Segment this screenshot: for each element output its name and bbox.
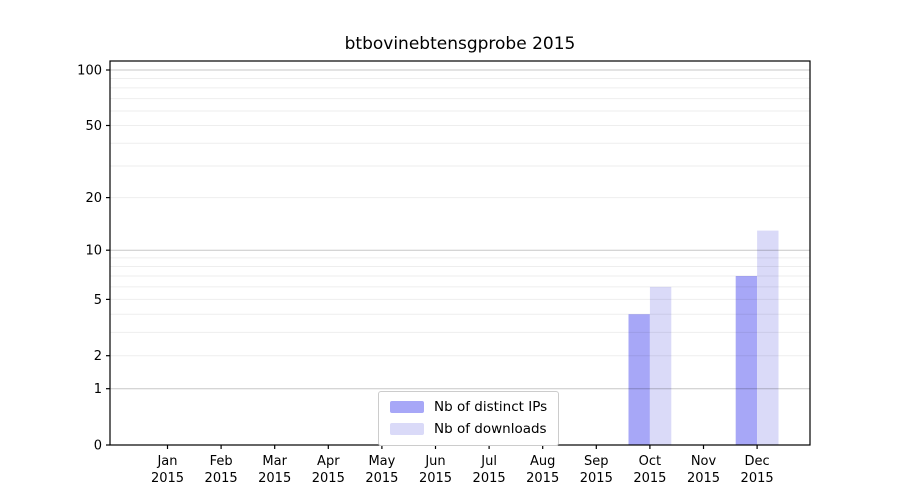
x-tick-label-month-may: May <box>368 454 395 469</box>
x-tick-label-month-sep: Sep <box>584 454 609 469</box>
bar-dec-distinct-ips <box>735 276 758 445</box>
y-tick-label-100: 100 <box>77 64 102 79</box>
x-tick-label-month-jan: Jan <box>156 454 177 469</box>
x-tick-label-year-dec: 2015 <box>741 471 774 486</box>
x-tick-label-month-dec: Dec <box>745 454 770 469</box>
y-tick-label-5: 5 <box>94 293 102 308</box>
x-tick-label-year-aug: 2015 <box>526 471 559 486</box>
legend-label-downloads: Nb of downloads <box>434 421 547 437</box>
x-tick-label-year-feb: 2015 <box>205 471 238 486</box>
x-tick-label-month-jul: Jul <box>480 454 497 469</box>
x-tick-label-year-oct: 2015 <box>633 471 666 486</box>
y-tick-label-20: 20 <box>85 191 102 206</box>
y-tick-label-50: 50 <box>85 119 102 134</box>
x-tick-label-year-jun: 2015 <box>419 471 452 486</box>
x-tick-label-month-aug: Aug <box>530 454 555 469</box>
bar-oct-distinct-ips <box>628 314 650 445</box>
chart-title: btbovinebtensgprobe 2015 <box>344 34 576 54</box>
legend: Nb of distinct IPs Nb of downloads <box>378 391 560 446</box>
x-tick-label-month-apr: Apr <box>317 454 340 469</box>
x-tick-label-month-oct: Oct <box>639 454 661 469</box>
x-tick-label-year-jan: 2015 <box>151 471 184 486</box>
x-tick-label-year-apr: 2015 <box>312 471 345 486</box>
x-tick-label-year-mar: 2015 <box>258 471 291 486</box>
legend-item-downloads: Nb of downloads <box>390 418 547 440</box>
x-tick-label-year-nov: 2015 <box>687 471 720 486</box>
legend-label-distinct-ips: Nb of distinct IPs <box>434 399 548 415</box>
x-tick-label-year-jul: 2015 <box>473 471 506 486</box>
legend-swatch-downloads <box>390 423 424 435</box>
y-tick-label-10: 10 <box>85 244 102 259</box>
x-tick-label-month-nov: Nov <box>691 454 717 469</box>
y-tick-label-2: 2 <box>94 349 102 364</box>
bar-dec-downloads <box>757 230 779 445</box>
bar-oct-downloads <box>649 286 672 445</box>
y-tick-label-1: 1 <box>94 382 102 397</box>
x-tick-label-year-may: 2015 <box>365 471 398 486</box>
x-tick-label-year-sep: 2015 <box>580 471 613 486</box>
axes-frame <box>109 60 811 446</box>
legend-swatch-distinct-ips <box>390 401 424 413</box>
x-tick-label-month-feb: Feb <box>210 454 233 469</box>
y-tick-label-0: 0 <box>94 439 102 454</box>
x-tick-label-month-jun: Jun <box>424 454 445 469</box>
legend-item-distinct-ips: Nb of distinct IPs <box>390 396 547 418</box>
x-tick-label-month-mar: Mar <box>262 454 287 469</box>
